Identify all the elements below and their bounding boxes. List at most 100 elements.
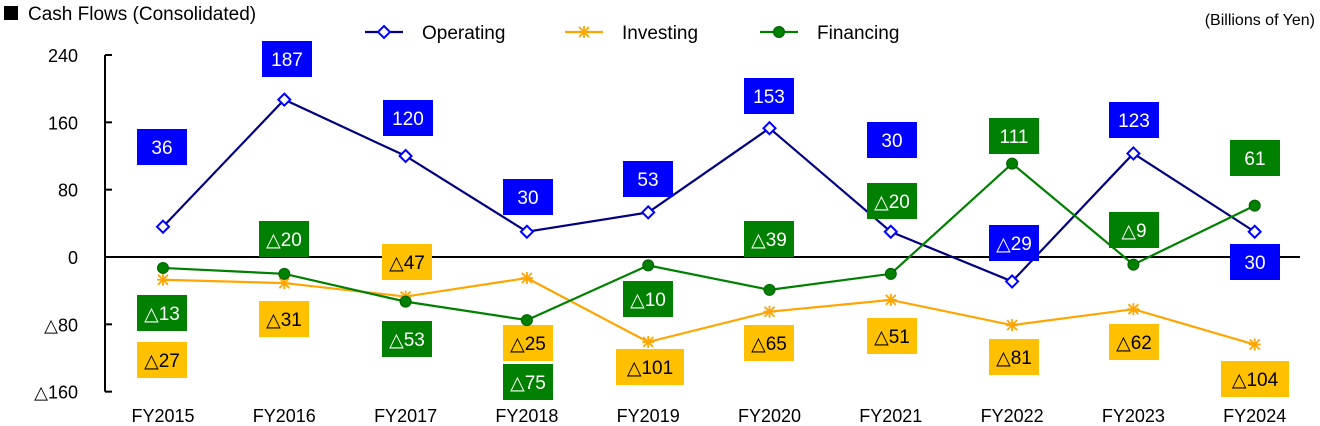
operating-data-label: 36 [151, 138, 172, 159]
operating-data-label: 30 [881, 131, 902, 152]
y-tick-label: 80 [58, 181, 78, 201]
financing-data-label: △10 [630, 290, 666, 311]
operating-label-box [744, 78, 794, 114]
financing-data-label: △13 [144, 304, 180, 325]
operating-data-label: 30 [1244, 253, 1265, 274]
financing-data-label: △75 [510, 373, 546, 394]
investing-data-label: △65 [751, 334, 787, 355]
investing-point [642, 336, 655, 349]
operating-point [398, 148, 414, 164]
financing-point [520, 314, 533, 327]
investing-label-box [989, 339, 1039, 375]
financing-label-box [867, 183, 917, 219]
investing-label-box [137, 342, 187, 378]
x-tick-label: FY2019 [617, 406, 680, 426]
investing-point [763, 305, 776, 318]
operating-label-box [262, 41, 312, 77]
operating-point [1125, 146, 1141, 161]
chart-title: Cash Flows (Consolidated) [28, 4, 256, 25]
x-tick-label: FY2018 [495, 406, 558, 426]
financing-point [278, 267, 291, 280]
investing-label-box [867, 318, 917, 354]
operating-label-box [989, 225, 1039, 261]
financing-point [642, 259, 655, 272]
investing-point [1127, 303, 1140, 316]
financing-point [1127, 258, 1140, 271]
title-bullet-icon [4, 6, 18, 20]
investing-data-label: △104 [1232, 370, 1279, 391]
operating-point [276, 92, 292, 108]
investing-data-label: △25 [510, 334, 546, 355]
operating-label-box [623, 161, 673, 197]
investing-point [520, 272, 533, 285]
investing-point [1248, 338, 1261, 351]
investing-point [1006, 319, 1019, 332]
x-tick-label: FY2020 [738, 406, 801, 426]
financing-point [763, 283, 776, 296]
operating-legend-label: Operating [422, 23, 505, 44]
financing-point [399, 295, 412, 308]
investing-legend-marker [578, 26, 590, 38]
investing-label-box [616, 349, 684, 385]
investing-label-box [1221, 361, 1289, 397]
investing-point [884, 293, 897, 306]
operating-point [155, 219, 171, 235]
investing-label-box [259, 301, 309, 337]
operating-label-box [503, 179, 553, 215]
y-tick-label: 160 [48, 113, 78, 133]
financing-label-box [744, 221, 794, 257]
y-tick-label: 0 [68, 248, 78, 268]
financing-data-label: 111 [1000, 127, 1029, 148]
financing-point [884, 267, 897, 280]
operating-point [1004, 273, 1020, 289]
financing-data-label: △20 [266, 230, 302, 251]
x-tick-label: FY2023 [1102, 406, 1165, 426]
operating-label-box [1230, 244, 1280, 280]
financing-data-label: 61 [1244, 149, 1265, 170]
operating-data-label: 153 [753, 87, 785, 108]
investing-data-label: △31 [266, 310, 302, 331]
operating-label-box [867, 122, 917, 158]
financing-point [157, 261, 169, 274]
investing-data-label: △47 [389, 253, 425, 274]
financing-line [162, 162, 1256, 322]
operating-label-box [137, 129, 187, 165]
investing-data-label: △51 [874, 327, 910, 348]
x-tick-label: FY2016 [253, 406, 316, 426]
operating-data-label: 123 [1118, 111, 1150, 132]
financing-label-box [1230, 140, 1280, 176]
investing-label-box [382, 244, 432, 280]
x-tick-label: FY2021 [859, 406, 922, 426]
operating-data-label: △29 [996, 234, 1032, 255]
investing-data-label: △62 [1116, 333, 1152, 354]
y-tick-label: △80 [44, 315, 78, 335]
investing-label-box [744, 325, 794, 361]
investing-data-label: △27 [144, 351, 180, 372]
x-tick-label: FY2017 [374, 406, 437, 426]
operating-point [519, 224, 535, 240]
investing-point [278, 277, 291, 290]
financing-label-box [259, 221, 309, 257]
operating-data-label: 187 [271, 50, 303, 71]
operating-legend-marker [376, 24, 392, 40]
y-tick-label: 240 [48, 46, 78, 66]
operating-point [762, 120, 777, 136]
financing-label-box [382, 321, 432, 357]
financing-point [1248, 199, 1261, 212]
operating-data-label: 30 [517, 188, 538, 209]
operating-point [640, 204, 656, 220]
operating-label-box [1109, 102, 1159, 138]
financing-data-label: △39 [751, 230, 787, 251]
investing-label-box [503, 325, 553, 361]
financing-label-box [623, 281, 673, 317]
x-tick-label: FY2015 [131, 406, 194, 426]
operating-data-label: 120 [392, 109, 424, 130]
financing-label-box [137, 295, 187, 331]
financing-data-label: △53 [389, 330, 425, 351]
operating-point [1247, 224, 1263, 240]
operating-data-label: 53 [637, 170, 658, 191]
operating-line [162, 98, 1256, 283]
y-tick-label: △160 [34, 383, 78, 403]
financing-data-label: △9 [1121, 221, 1146, 242]
